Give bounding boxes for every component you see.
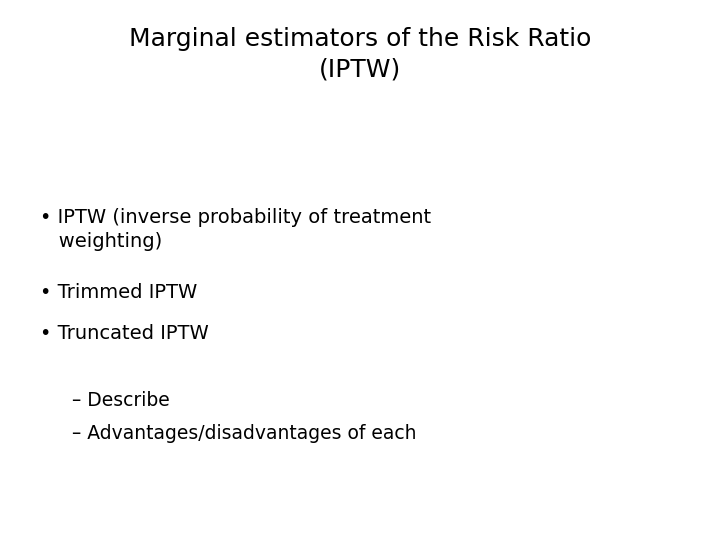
- Text: Marginal estimators of the Risk Ratio
(IPTW): Marginal estimators of the Risk Ratio (I…: [129, 27, 591, 82]
- Text: • Truncated IPTW: • Truncated IPTW: [40, 324, 208, 343]
- Text: • IPTW (inverse probability of treatment
   weighting): • IPTW (inverse probability of treatment…: [40, 208, 431, 251]
- Text: – Advantages/disadvantages of each: – Advantages/disadvantages of each: [72, 424, 416, 443]
- Text: – Describe: – Describe: [72, 392, 170, 410]
- Text: • Trimmed IPTW: • Trimmed IPTW: [40, 284, 197, 302]
